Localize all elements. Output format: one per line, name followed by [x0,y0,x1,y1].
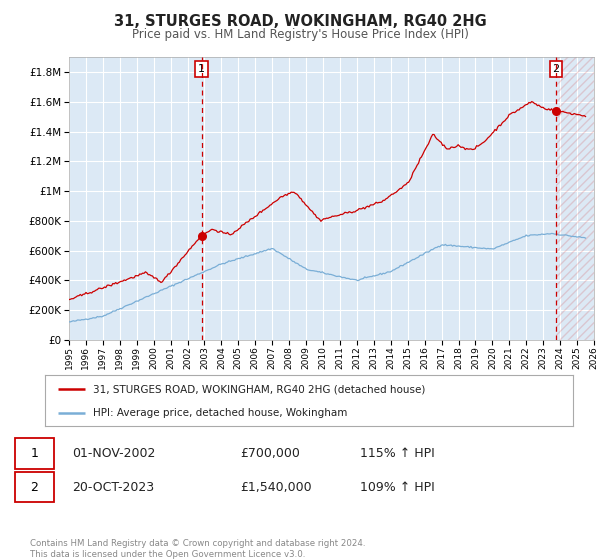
Text: 1: 1 [198,64,205,74]
Bar [556,57,594,340]
Text: 115% ↑ HPI: 115% ↑ HPI [360,447,435,460]
Text: 01-NOV-2002: 01-NOV-2002 [72,447,155,460]
Text: Price paid vs. HM Land Registry's House Price Index (HPI): Price paid vs. HM Land Registry's House … [131,28,469,41]
Text: Contains HM Land Registry data © Crown copyright and database right 2024.: Contains HM Land Registry data © Crown c… [30,539,365,548]
Text: £700,000: £700,000 [240,447,300,460]
Text: 2: 2 [553,64,559,74]
Text: 2: 2 [30,480,38,494]
Text: 109% ↑ HPI: 109% ↑ HPI [360,480,435,494]
Text: HPI: Average price, detached house, Wokingham: HPI: Average price, detached house, Woki… [92,408,347,418]
Text: 1: 1 [30,447,38,460]
Text: 31, STURGES ROAD, WOKINGHAM, RG40 2HG: 31, STURGES ROAD, WOKINGHAM, RG40 2HG [113,14,487,29]
Text: This data is licensed under the Open Government Licence v3.0.: This data is licensed under the Open Gov… [30,550,305,559]
Text: 31, STURGES ROAD, WOKINGHAM, RG40 2HG (detached house): 31, STURGES ROAD, WOKINGHAM, RG40 2HG (d… [92,384,425,394]
Text: 20-OCT-2023: 20-OCT-2023 [72,480,154,494]
Text: £1,540,000: £1,540,000 [240,480,311,494]
